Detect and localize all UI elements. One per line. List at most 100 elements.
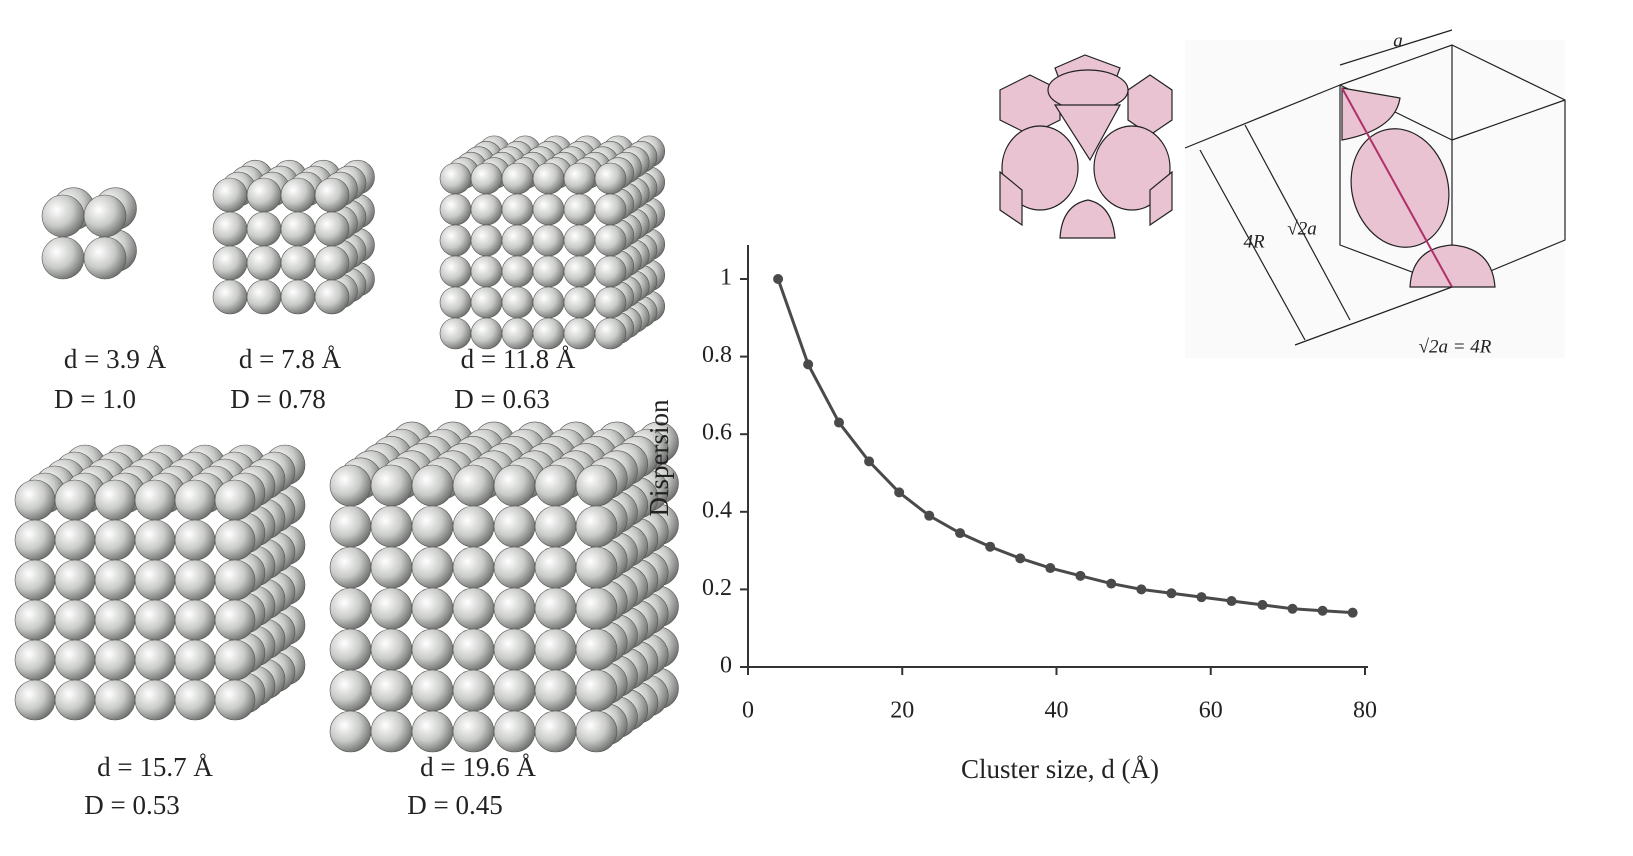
data-point xyxy=(1196,592,1206,602)
atom xyxy=(330,629,371,670)
atom xyxy=(564,163,595,194)
atom xyxy=(15,520,55,560)
data-point xyxy=(773,274,783,284)
cluster-dispersion: D = 0.45 xyxy=(407,790,502,820)
atom xyxy=(440,256,471,287)
atom xyxy=(215,480,255,520)
atom xyxy=(576,547,617,588)
atom xyxy=(494,588,535,629)
atom xyxy=(55,640,95,680)
atom xyxy=(371,506,412,547)
atom xyxy=(576,711,617,752)
x-tick-label: 0 xyxy=(742,698,754,724)
atom xyxy=(576,465,617,506)
atom xyxy=(453,670,494,711)
data-point xyxy=(1075,571,1085,581)
cluster-size: d = 11.8 Å xyxy=(461,344,576,374)
data-point xyxy=(1166,588,1176,598)
atom xyxy=(564,256,595,287)
atom xyxy=(595,287,626,318)
atom xyxy=(502,194,533,225)
atom xyxy=(95,680,135,720)
atom xyxy=(315,280,349,314)
atom xyxy=(535,711,576,752)
atom xyxy=(533,194,564,225)
atom xyxy=(135,560,175,600)
data-point xyxy=(1106,579,1116,589)
atom xyxy=(135,600,175,640)
atom xyxy=(135,680,175,720)
data-point xyxy=(1136,584,1146,594)
y-tick-label: 0 xyxy=(720,653,732,679)
x-tick-label: 20 xyxy=(890,698,914,724)
data-point xyxy=(924,511,934,521)
atom xyxy=(42,195,84,237)
atom xyxy=(471,163,502,194)
atom xyxy=(535,670,576,711)
y-axis-label: Dispersion xyxy=(644,399,674,516)
atom xyxy=(412,670,453,711)
atom xyxy=(95,600,135,640)
cluster-dispersion: D = 0.63 xyxy=(454,384,549,414)
atom xyxy=(453,547,494,588)
data-point xyxy=(803,359,813,369)
data-point xyxy=(985,542,995,552)
data-point xyxy=(1288,604,1298,614)
atom xyxy=(135,480,175,520)
cluster-dispersion: D = 0.53 xyxy=(84,790,179,820)
y-tick-label: 0.4 xyxy=(702,497,732,523)
atom xyxy=(281,246,315,280)
cluster-size: d = 7.8 Å xyxy=(239,344,342,374)
atom xyxy=(315,246,349,280)
atom xyxy=(84,195,126,237)
atom xyxy=(494,670,535,711)
atom xyxy=(42,237,84,279)
atom xyxy=(595,194,626,225)
atom xyxy=(453,629,494,670)
atom xyxy=(135,520,175,560)
atom xyxy=(595,225,626,256)
atom xyxy=(247,212,281,246)
radius-label: 4R xyxy=(1243,231,1265,252)
atom xyxy=(175,560,215,600)
atom xyxy=(535,465,576,506)
atom xyxy=(440,163,471,194)
atom xyxy=(15,560,55,600)
fcc-diagram xyxy=(1000,30,1565,358)
atom xyxy=(533,287,564,318)
atom xyxy=(576,670,617,711)
atom xyxy=(330,670,371,711)
data-point xyxy=(1348,608,1358,618)
atom xyxy=(215,640,255,680)
atom xyxy=(213,212,247,246)
y-tick-label: 1 xyxy=(720,265,732,291)
atom xyxy=(535,547,576,588)
atom xyxy=(330,547,371,588)
data-point xyxy=(1045,563,1055,573)
figure: d = 3.9 Å D = 1.0 d = 7.8 Å D = 0.78 d =… xyxy=(0,0,1633,856)
atom xyxy=(175,520,215,560)
atom xyxy=(95,480,135,520)
x-tick-label: 40 xyxy=(1045,698,1069,724)
atom xyxy=(55,560,95,600)
atom xyxy=(315,212,349,246)
atom xyxy=(440,287,471,318)
atom xyxy=(55,680,95,720)
atom xyxy=(175,640,215,680)
atom xyxy=(55,480,95,520)
atom xyxy=(371,629,412,670)
atom xyxy=(95,560,135,600)
atom xyxy=(502,225,533,256)
atom xyxy=(502,287,533,318)
atom xyxy=(412,547,453,588)
data-point xyxy=(1257,600,1267,610)
atom xyxy=(494,629,535,670)
atom xyxy=(15,680,55,720)
x-tick-label: 80 xyxy=(1353,698,1377,724)
atom xyxy=(281,178,315,212)
atom xyxy=(564,287,595,318)
atom xyxy=(412,465,453,506)
y-tick-label: 0.8 xyxy=(702,342,732,368)
atom xyxy=(175,480,215,520)
x-tick-label: 60 xyxy=(1199,698,1223,724)
